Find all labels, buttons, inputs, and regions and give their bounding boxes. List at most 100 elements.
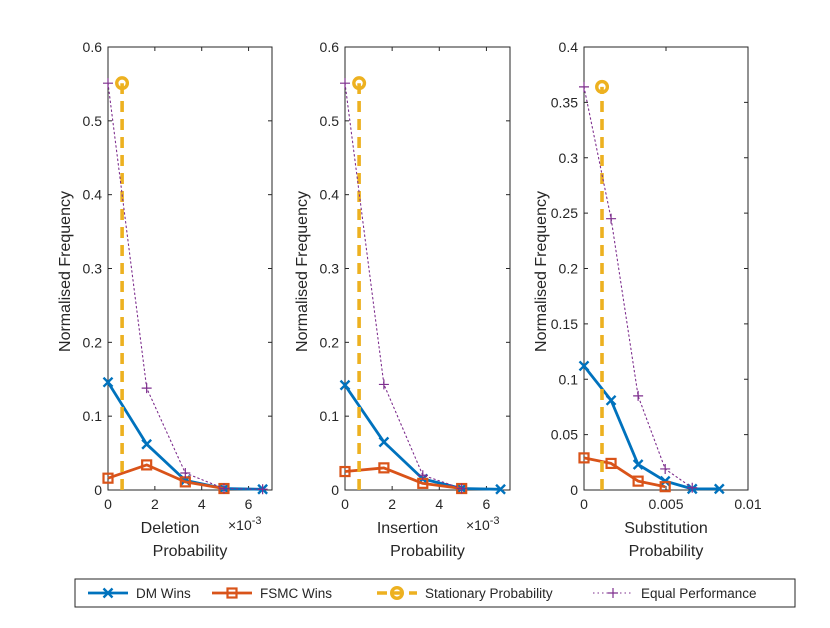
- y-tick-label: 0.25: [551, 205, 578, 221]
- y-tick-label: 0.1: [320, 408, 340, 424]
- y-tick-label: 0.35: [551, 94, 578, 110]
- series-line-fsmc: [344, 466, 462, 490]
- legend-label: Equal Performance: [641, 586, 757, 601]
- legend-entry-dm: DM Wins: [88, 586, 191, 601]
- data-point-equal: [417, 470, 428, 481]
- y-tick-label: 0: [331, 482, 339, 498]
- y-tick-label: 0.4: [320, 187, 340, 203]
- data-point-equal: [257, 484, 268, 495]
- series-line-dm: [582, 365, 720, 491]
- data-point-equal: [579, 81, 589, 92]
- y-tick-label: 0.2: [559, 261, 579, 277]
- y-axis-title: Normalised Frequency: [57, 191, 74, 352]
- chart-panel-2: 0 2 4 6 0 0.1 0.2 0.3 0.4 0.5 0.6 ×10-3 Insertion Pro…: [294, 39, 511, 560]
- axes-box: [107, 46, 273, 491]
- series-equal: [103, 78, 268, 495]
- data-point-dm: [141, 438, 153, 450]
- y-tick-label: 0.6: [83, 39, 103, 55]
- y-tick-label: 0.1: [559, 371, 579, 387]
- data-point-fsmc: [632, 475, 644, 487]
- data-point-dm: [605, 394, 617, 406]
- chart-panel-1: 0 2 4 6 0 0.1 0.2 0.3 0.4 0.5 0.6 ×10-3 Deletion Prob…: [57, 39, 273, 560]
- y-tick-label: 0.3: [559, 150, 579, 166]
- series-equal: [579, 81, 698, 493]
- x-tick-label: 2: [388, 496, 396, 512]
- x-axis-title: Deletion: [141, 520, 200, 537]
- legend-marker-stationary: [390, 586, 405, 601]
- data-point-equal: [378, 379, 389, 390]
- x-axis-title: Probability: [629, 543, 704, 560]
- x-axis-title: Probability: [153, 543, 228, 560]
- series-stationary: [595, 79, 610, 490]
- data-point-dm: [339, 379, 351, 391]
- data-point-equal: [633, 390, 644, 401]
- y-tick-label: 0.4: [83, 187, 103, 203]
- data-point-equal: [103, 78, 113, 89]
- chart-panel-3: 0 0.005 0.01 0 0.05 0.1 0.15 0.2 0.25 0.3 0.35 0.4 S…: [533, 39, 762, 560]
- data-point-fsmc: [578, 452, 590, 464]
- data-point-equal: [606, 213, 617, 224]
- series-line-equal: [583, 86, 693, 489]
- legend-marker-fsmc: [226, 587, 238, 599]
- series-stationary: [115, 76, 130, 490]
- data-point-fsmc: [659, 481, 671, 493]
- axes-box: [344, 46, 511, 491]
- x-axis-title: Insertion: [377, 520, 438, 537]
- y-axis-title: Normalised Frequency: [533, 191, 550, 352]
- data-point-dm: [713, 483, 725, 495]
- data-point-dm: [378, 436, 390, 448]
- x-tick-label: 4: [435, 496, 443, 512]
- data-point-equal: [660, 463, 671, 474]
- data-point-dm: [578, 360, 590, 372]
- y-tick-label: 0.15: [551, 316, 578, 332]
- data-point-fsmc: [141, 459, 153, 471]
- series-fsmc: [578, 452, 671, 493]
- data-point-stationary: [352, 76, 367, 91]
- y-tick-label: 0.5: [83, 113, 103, 129]
- y-axis-title: Normalised Frequency: [294, 191, 311, 352]
- data-point-equal: [340, 78, 350, 89]
- x-tick-label: 0.005: [648, 496, 683, 512]
- legend-label: Stationary Probability: [425, 586, 553, 601]
- legend-entry-fsmc: FSMC Wins: [212, 586, 332, 601]
- data-point-dm: [102, 376, 114, 388]
- legend-marker-equal: [608, 588, 618, 598]
- series-line-fsmc: [107, 463, 225, 490]
- data-point-dm: [495, 483, 506, 495]
- y-tick-label: 0.6: [320, 39, 340, 55]
- x-axis-title: Probability: [390, 543, 465, 560]
- data-point-fsmc: [605, 457, 617, 470]
- series-stationary: [352, 76, 367, 490]
- x-tick-label: 6: [483, 496, 491, 512]
- y-tick-label: 0.1: [83, 408, 103, 424]
- legend-marker-dm: [102, 587, 114, 599]
- x-tick-label: 4: [198, 496, 206, 512]
- legend-entry-equal: Equal Performance: [593, 586, 757, 601]
- y-tick-label: 0.5: [320, 113, 340, 129]
- legend-label: FSMC Wins: [260, 586, 332, 601]
- data-point-equal: [180, 468, 191, 479]
- y-tick-label: 0.3: [83, 261, 103, 277]
- y-tick-label: 0.2: [83, 334, 103, 350]
- data-point-equal: [218, 483, 229, 494]
- legend-box: [74, 578, 796, 608]
- x-tick-label: 2: [151, 496, 159, 512]
- y-tick-label: 0.2: [320, 334, 340, 350]
- legend-entry-stationary: Stationary Probability: [377, 586, 553, 601]
- series-line-equal: [344, 82, 463, 490]
- data-point-equal: [456, 483, 467, 494]
- y-tick-label: 0: [94, 482, 102, 498]
- data-point-fsmc: [339, 465, 351, 478]
- data-point-equal: [687, 482, 698, 493]
- legend: DM Wins FSMC Wins Stationary Probability Eq…: [74, 578, 796, 608]
- x-tick-label: 0: [341, 496, 349, 512]
- x-exponent-label: ×10-3: [228, 515, 262, 533]
- x-axis-title: Substitution: [624, 520, 708, 537]
- axes-box: [583, 46, 749, 491]
- x-tick-label: 0.01: [734, 496, 761, 512]
- data-point-fsmc: [102, 472, 114, 484]
- data-point-fsmc: [378, 462, 390, 474]
- x-tick-label: 0: [580, 496, 588, 512]
- series-fsmc: [102, 459, 230, 495]
- y-tick-label: 0.05: [551, 427, 578, 443]
